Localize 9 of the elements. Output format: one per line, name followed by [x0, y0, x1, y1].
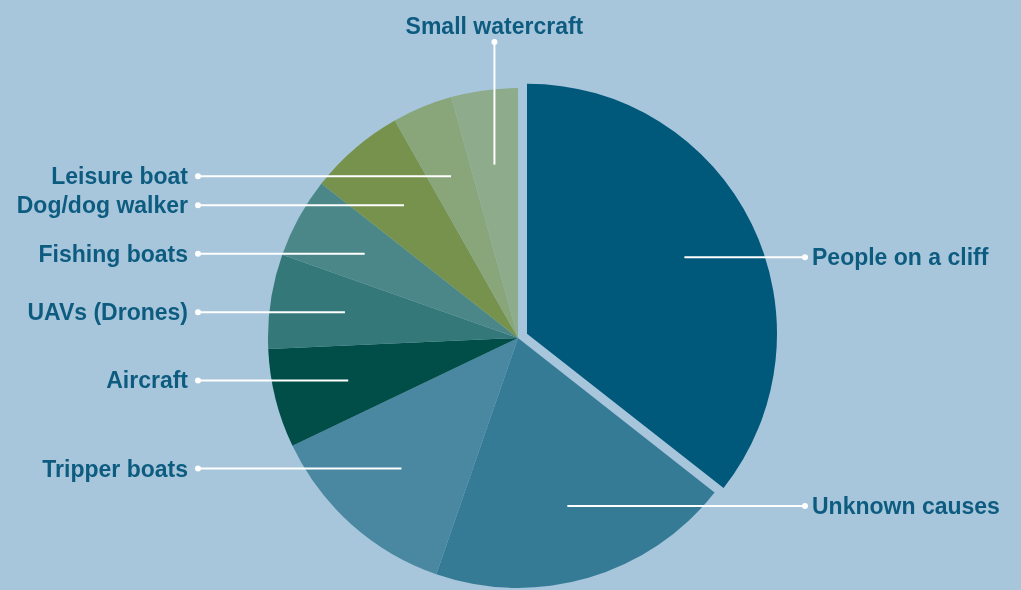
slice-label: Tripper boats [42, 455, 188, 482]
slice-label: Leisure boat [51, 163, 189, 190]
slice-label: Dog/dog walker [16, 192, 189, 219]
slice-label: Fishing boats [38, 240, 188, 267]
slice-label: Unknown causes [812, 492, 1000, 519]
slice-label: Aircraft [106, 367, 189, 394]
slice-label: Small watercraft [405, 13, 584, 39]
slice-label: People on a cliff [812, 244, 989, 271]
slice-label: UAVs (Drones) [27, 299, 188, 326]
